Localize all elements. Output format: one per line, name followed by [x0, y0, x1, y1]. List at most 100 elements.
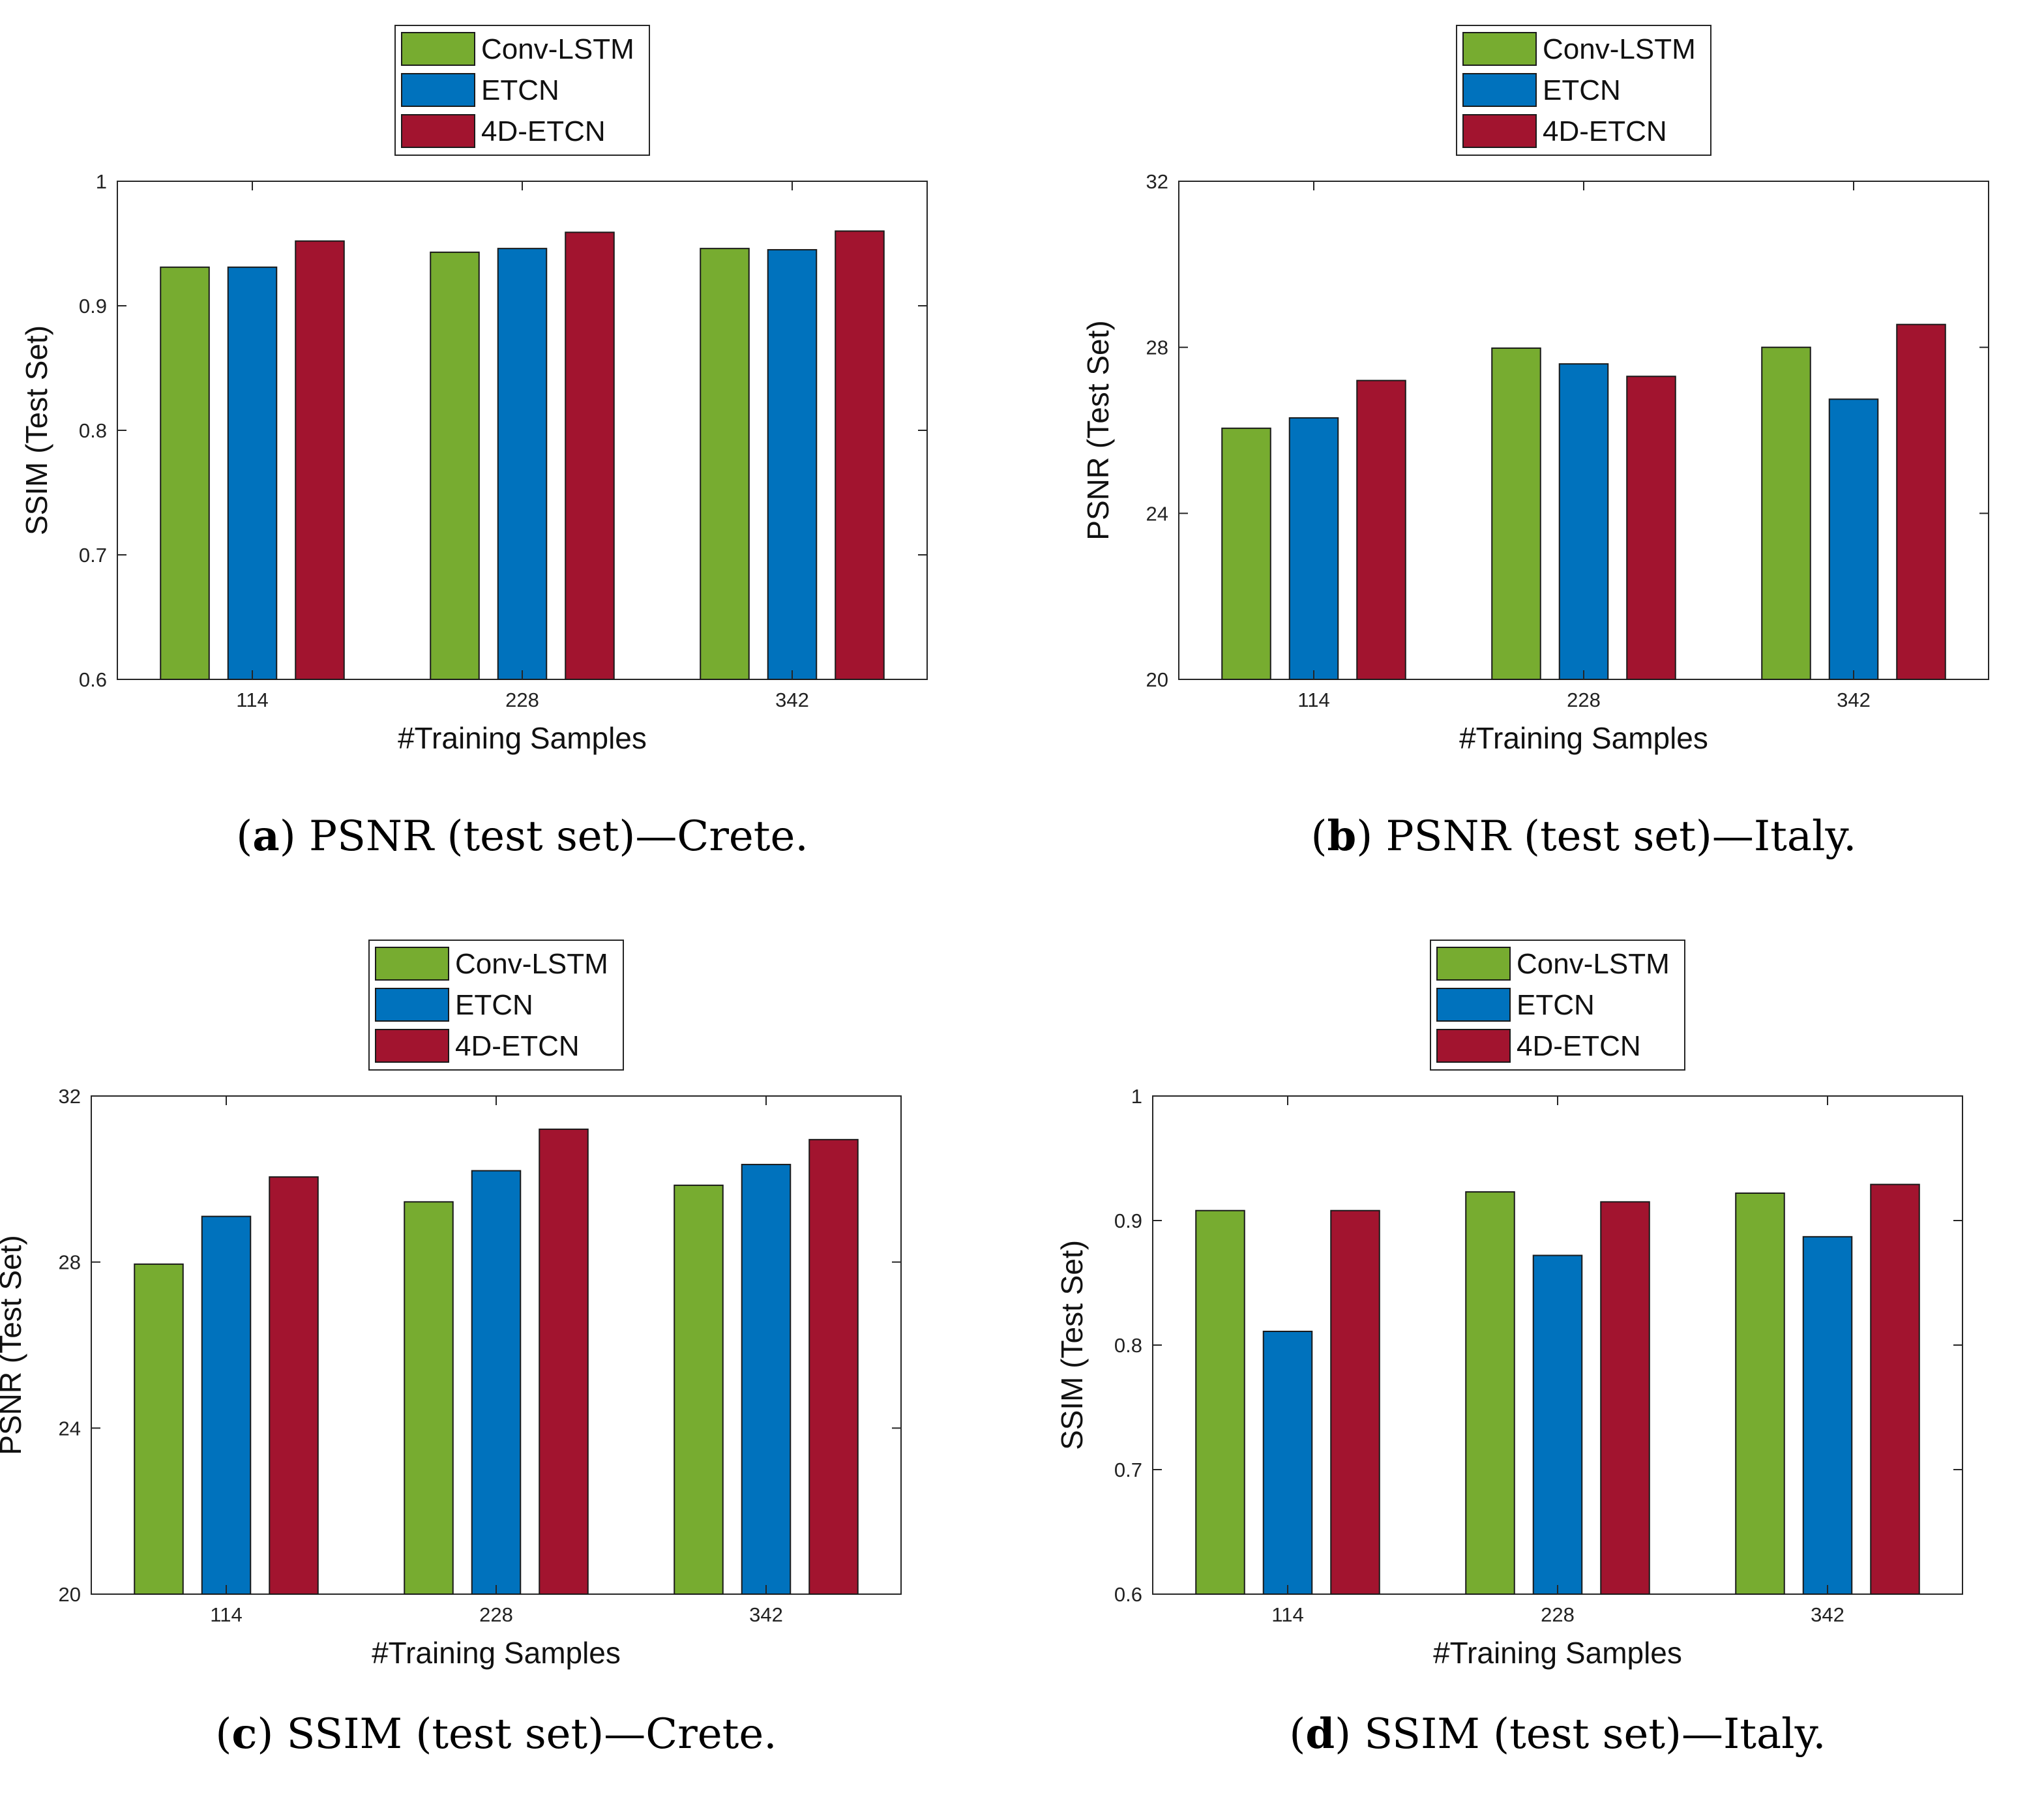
- y-axis-title: PSNR (Test Set): [0, 1235, 27, 1455]
- caption-b: (b) PSNR (test set)—Italy.: [1311, 812, 1857, 861]
- legend-swatch-conv-lstm: [1436, 947, 1511, 981]
- legend: Conv-LSTM ETCN 4D-ETCN: [1430, 940, 1685, 1071]
- legend-label: ETCN: [455, 989, 533, 1021]
- bar-etcn-228: [497, 248, 548, 680]
- legend-label: 4D-ETCN: [481, 115, 606, 147]
- y-tick-label: 0.8: [1114, 1334, 1142, 1357]
- x-tick-label: 114: [1297, 689, 1329, 711]
- bar-conv-lstm-342: [1761, 346, 1811, 681]
- caption-letter: b: [1327, 812, 1357, 861]
- legend-swatch-etcn: [1436, 988, 1511, 1022]
- bar-etcn-342: [1828, 398, 1879, 680]
- chart-a: 0.6 0.7 0.8 0.9 1 114 228 342 #Training Samples S…: [20, 25, 928, 755]
- y-tick-label: 28: [1146, 336, 1168, 359]
- x-axis-title: #Training Samples: [1459, 721, 1708, 755]
- legend-label: 4D-ETCN: [455, 1030, 580, 1062]
- legend-label: 4D-ETCN: [1517, 1030, 1641, 1062]
- bar-conv-lstm-228: [1465, 1191, 1515, 1595]
- bar-conv-lstm-114: [1221, 427, 1271, 680]
- x-axis-title: #Training Samples: [372, 1636, 621, 1670]
- bar-4d-etcn-342: [1870, 1183, 1920, 1595]
- bar-etcn-228: [1558, 363, 1609, 681]
- y-tick-label: 0.6: [1114, 1583, 1142, 1606]
- legend-swatch-4d-etcn: [375, 1029, 449, 1063]
- legend-swatch-etcn: [1462, 73, 1537, 107]
- bar-conv-lstm-114: [160, 266, 210, 681]
- caption-letter: a: [252, 812, 280, 861]
- bar-4d-etcn-228: [539, 1128, 589, 1595]
- y-tick-label: 0.9: [1114, 1209, 1142, 1232]
- x-tick-label: 342: [1837, 689, 1871, 711]
- legend-label: 4D-ETCN: [1543, 115, 1667, 147]
- y-tick-label: 1: [1131, 1085, 1142, 1108]
- y-tick-label: 0.6: [79, 668, 107, 691]
- bar-4d-etcn-228: [1626, 376, 1676, 680]
- legend: Conv-LSTM ETCN 4D-ETCN: [1456, 25, 1711, 156]
- chart-b: 20 24 28 32 114 228 342 #Training Samples PSNR (…: [1081, 25, 1989, 755]
- caption-a: (a) PSNR (test set)—Crete.: [236, 812, 808, 861]
- legend: Conv-LSTM ETCN 4D-ETCN: [394, 25, 650, 156]
- y-tick-label: 0.7: [1114, 1459, 1142, 1481]
- bar-conv-lstm-228: [1491, 347, 1541, 680]
- bar-etcn-228: [1532, 1254, 1583, 1595]
- x-tick-label: 342: [749, 1603, 783, 1626]
- bar-4d-etcn-228: [565, 231, 615, 680]
- caption-c: (c) SSIM (test set)—Crete.: [215, 1710, 777, 1758]
- x-tick-label: 114: [1271, 1603, 1303, 1626]
- caption-text: SSIM (test set)—Italy.: [1364, 1710, 1826, 1758]
- bar-etcn-114: [201, 1215, 252, 1595]
- x-tick-label: 228: [1541, 1603, 1575, 1626]
- y-axis-title: SSIM (Test Set): [20, 325, 53, 535]
- y-tick-label: 20: [1146, 668, 1168, 691]
- legend: Conv-LSTM ETCN 4D-ETCN: [368, 940, 624, 1071]
- x-tick-label: 114: [210, 1603, 242, 1626]
- bar-conv-lstm-342: [1735, 1192, 1785, 1595]
- y-tick-label: 32: [59, 1085, 81, 1108]
- bar-etcn-114: [227, 266, 278, 681]
- y-tick-label: 1: [96, 170, 107, 193]
- legend-swatch-4d-etcn: [1436, 1029, 1511, 1063]
- legend-label: ETCN: [1543, 74, 1621, 106]
- bar-conv-lstm-228: [404, 1201, 454, 1595]
- bar-etcn-342: [741, 1164, 792, 1595]
- legend-swatch-4d-etcn: [401, 114, 475, 148]
- bar-etcn-114: [1288, 417, 1339, 681]
- bar-4d-etcn-228: [1600, 1201, 1650, 1595]
- bar-conv-lstm-114: [1195, 1209, 1245, 1595]
- caption-text: SSIM (test set)—Crete.: [286, 1710, 777, 1758]
- bar-conv-lstm-114: [134, 1263, 184, 1595]
- y-tick-label: 20: [59, 1583, 81, 1606]
- bar-conv-lstm-228: [430, 251, 480, 680]
- y-tick-label: 28: [59, 1251, 81, 1274]
- bar-4d-etcn-114: [269, 1176, 319, 1595]
- legend-swatch-etcn: [375, 988, 449, 1022]
- y-tick-label: 32: [1146, 170, 1168, 193]
- bar-etcn-342: [767, 249, 818, 680]
- legend-swatch-conv-lstm: [1462, 32, 1537, 66]
- legend-label: ETCN: [1517, 989, 1595, 1021]
- bar-etcn-342: [1802, 1236, 1853, 1595]
- y-tick-label: 0.7: [79, 544, 107, 567]
- legend-swatch-4d-etcn: [1462, 114, 1537, 148]
- legend-swatch-conv-lstm: [401, 32, 475, 66]
- legend-label: Conv-LSTM: [481, 33, 634, 65]
- bar-conv-lstm-342: [674, 1184, 724, 1595]
- y-tick-label: 24: [1146, 502, 1168, 525]
- caption-text: PSNR (test set)—Italy.: [1385, 812, 1857, 861]
- bar-etcn-114: [1262, 1330, 1313, 1595]
- caption-letter: d: [1305, 1710, 1335, 1758]
- y-tick-label: 0.8: [79, 419, 107, 442]
- legend-swatch-conv-lstm: [375, 947, 449, 981]
- bar-4d-etcn-114: [1330, 1209, 1380, 1595]
- chart-c: 20 24 28 32 114 228 342 #Training Samples PSNR (…: [0, 940, 902, 1670]
- bar-4d-etcn-342: [808, 1138, 859, 1595]
- x-axis-title: #Training Samples: [398, 721, 647, 755]
- legend-label: ETCN: [481, 74, 559, 106]
- legend-label: Conv-LSTM: [455, 948, 608, 980]
- bar-4d-etcn-342: [1896, 323, 1946, 680]
- caption-text: PSNR (test set)—Crete.: [309, 812, 808, 861]
- legend-swatch-etcn: [401, 73, 475, 107]
- x-tick-label: 228: [479, 1603, 513, 1626]
- bar-conv-lstm-342: [700, 248, 750, 680]
